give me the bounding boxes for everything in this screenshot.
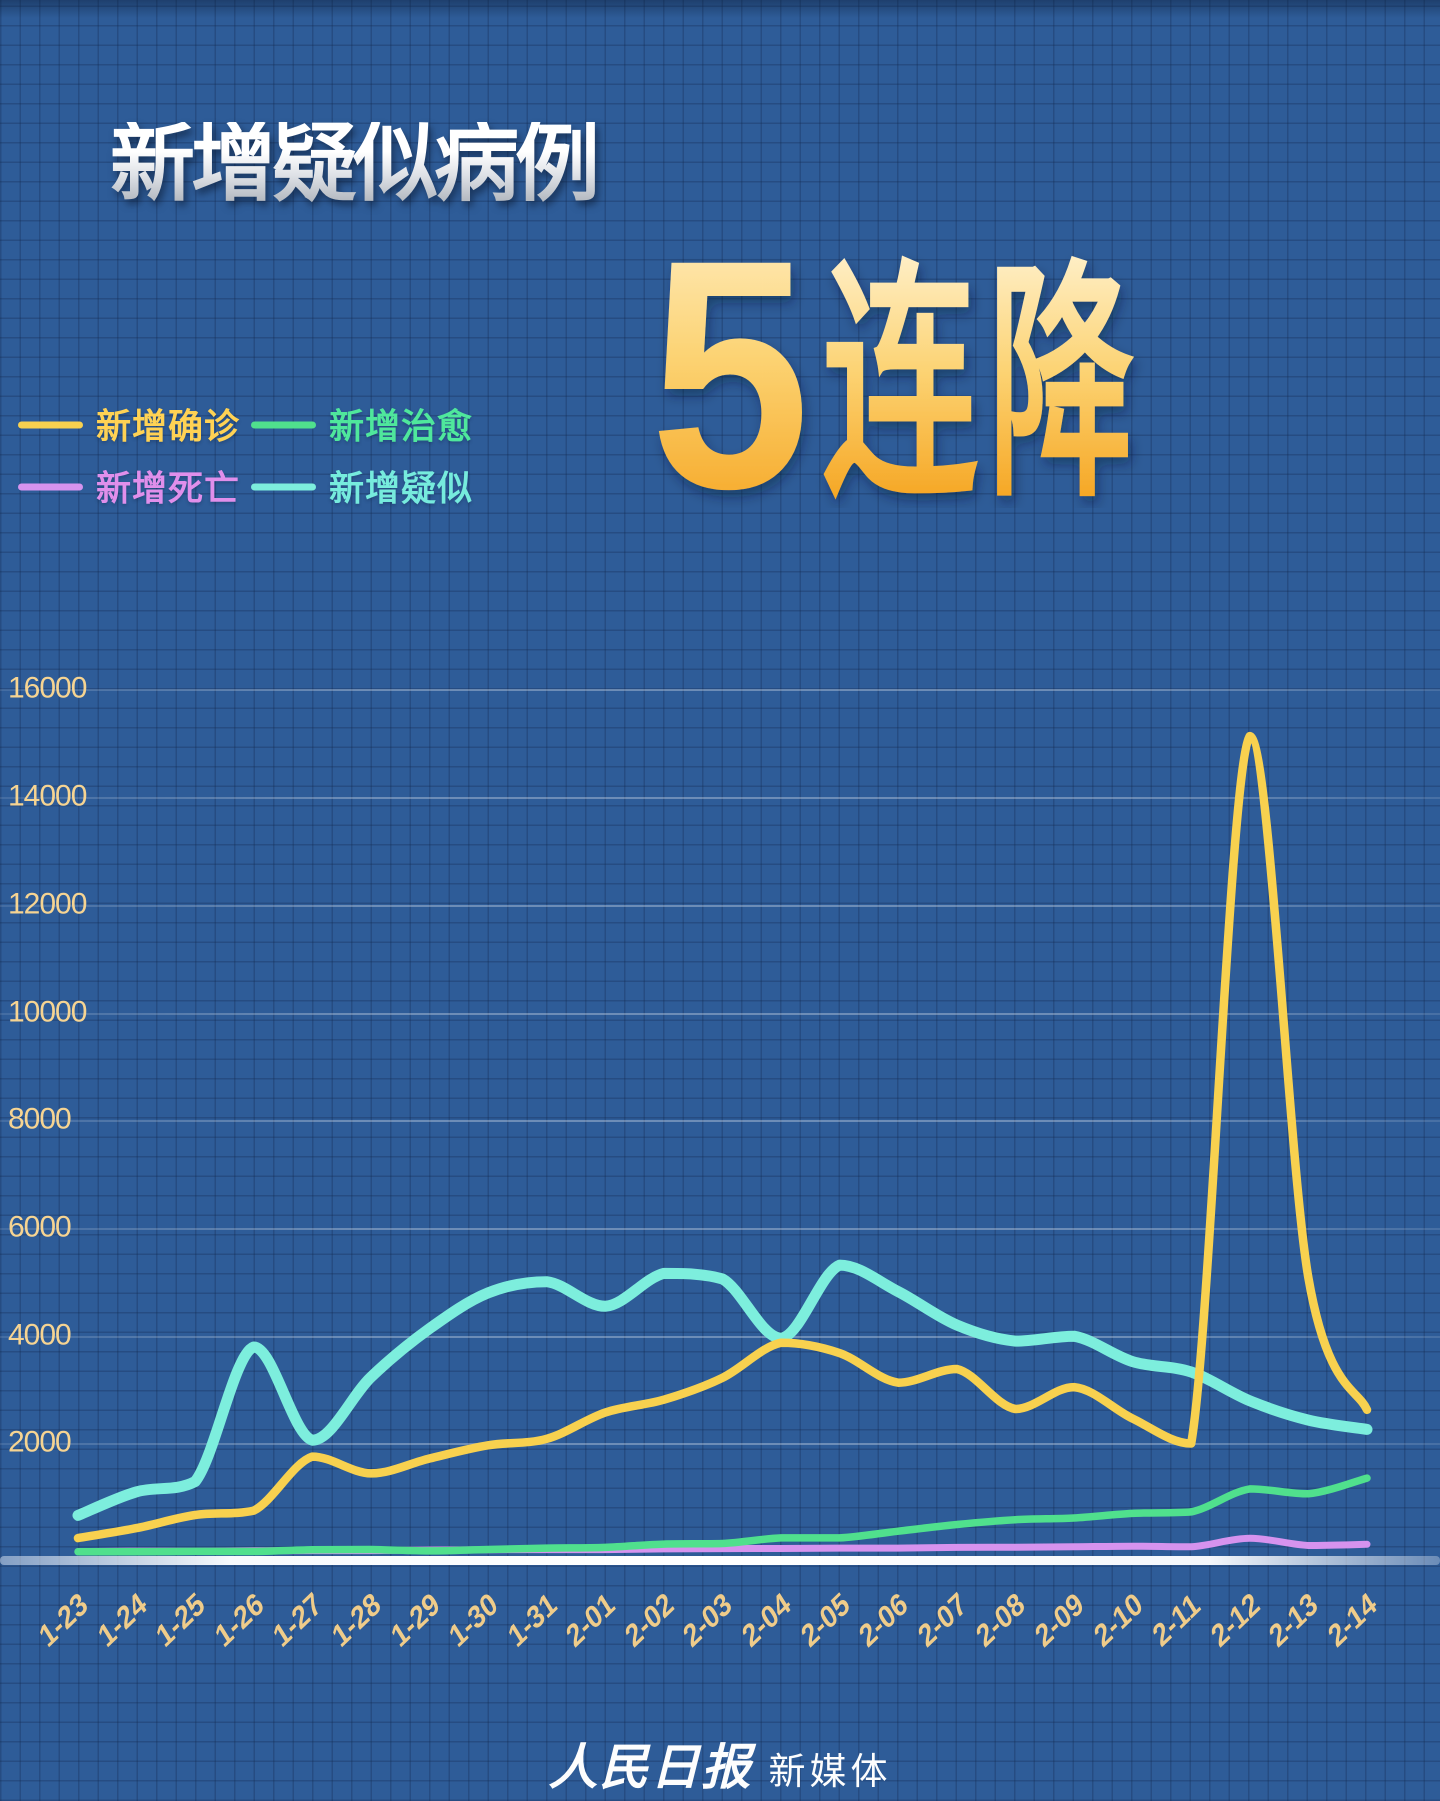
h-gridline-10000 xyxy=(0,1012,1440,1015)
legend-label-new-cured: 新增治愈 xyxy=(329,407,474,447)
h-gridline-4000 xyxy=(0,1335,1440,1338)
page-title: 新增疑似病例 xyxy=(110,117,600,212)
h-gridline-16000 xyxy=(0,689,1440,692)
legend-dash-new-confirmed xyxy=(18,421,83,429)
headline-graphic: 5 连 降 xyxy=(650,238,1135,508)
legend-dash-new-cured xyxy=(251,421,316,429)
headline-char-5: 5 xyxy=(650,238,810,508)
line-new-suspected xyxy=(72,1259,1373,1521)
y-axis-label: 6000 xyxy=(8,1210,72,1244)
h-gridline-2000 xyxy=(0,1443,1440,1446)
h-gridline-6000 xyxy=(0,1227,1440,1230)
y-axis-label: 2000 xyxy=(8,1425,72,1459)
y-axis-label: 14000 xyxy=(8,779,87,813)
legend-dash-new-suspected xyxy=(251,483,316,491)
y-axis-label: 10000 xyxy=(8,995,87,1029)
legend-label-new-confirmed: 新增确诊 xyxy=(96,407,241,447)
line-new-cured xyxy=(74,1474,1371,1556)
y-axis-label: 12000 xyxy=(8,887,87,921)
x-axis-baseline xyxy=(0,1556,1440,1565)
legend-label-new-deaths: 新增死亡 xyxy=(96,469,241,509)
brand-logo-suffix: 新媒体 xyxy=(768,1751,892,1792)
line-new-confirmed xyxy=(73,731,1372,1543)
y-axis-label: 16000 xyxy=(8,672,87,706)
brand-logo-script: 人民日报 xyxy=(548,1740,753,1795)
h-gridline-12000 xyxy=(0,904,1440,907)
h-gridline-14000 xyxy=(0,797,1440,800)
y-axis-label: 8000 xyxy=(8,1102,72,1136)
brand-footer: 人民日报 新媒体 xyxy=(548,1728,891,1799)
legend-dash-new-deaths xyxy=(18,483,83,491)
h-gridline-8000 xyxy=(0,1120,1440,1123)
headline-char-lian: 连 xyxy=(822,245,978,508)
y-axis-label: 4000 xyxy=(8,1318,72,1352)
legend-label-new-suspected: 新增疑似 xyxy=(329,469,474,509)
headline-char-jiang: 降 xyxy=(988,245,1135,508)
